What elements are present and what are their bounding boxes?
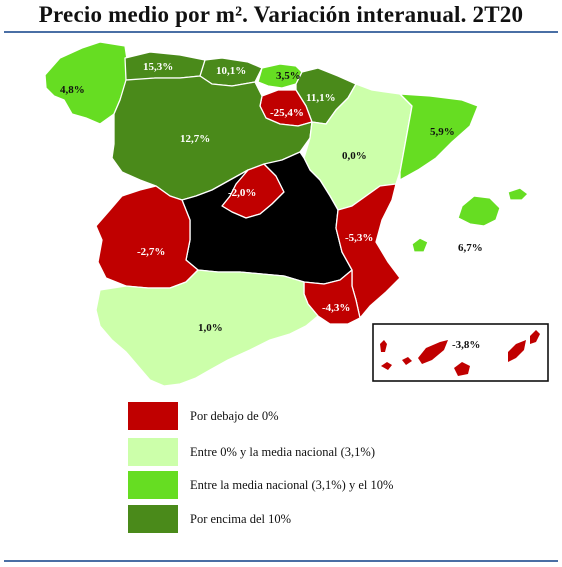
label-cataluna: 5,9% [430, 126, 455, 138]
canarias-tenerife [418, 340, 448, 364]
legend-swatch [128, 505, 178, 533]
label-extremadura: -2,7% [137, 246, 165, 258]
canarias-lanzarote [530, 330, 540, 344]
canarias-el-hierro [381, 362, 392, 370]
label-canarias: -3,8% [452, 339, 480, 351]
map-title: Precio medio por m². Variación interanua… [38, 2, 524, 27]
legend-label: Por debajo de 0% [190, 409, 279, 423]
legend-swatch [128, 438, 178, 466]
label-aragon: 0,0% [342, 150, 367, 162]
label-andalucia: 1,0% [198, 322, 223, 334]
canarias-la-gomera [402, 357, 412, 365]
legend-label: Entre 0% y la media nacional (3,1%) [190, 445, 375, 459]
label-madrid: -2,0% [228, 187, 256, 199]
label-la-rioja: -25,4% [270, 107, 304, 119]
region-andalucia[interactable] [95, 269, 319, 387]
label-cantabria: 10,1% [216, 65, 246, 77]
footer-rule [4, 560, 558, 562]
canarias-la-palma [380, 340, 387, 352]
label-navarra: 11,1% [306, 92, 336, 104]
spain-choropleth-map: 4,8% 15,3% 10,1% 3,5% 11,1% -25,4% 12,7%… [44, 41, 549, 387]
label-galicia: 4,8% [60, 84, 85, 96]
region-extremadura[interactable] [95, 185, 199, 289]
legend-item-between-zero-and-national: Entre 0% y la media nacional (3,1%) [128, 438, 508, 466]
label-pais-vasco: 3,5% [276, 70, 301, 82]
region-baleares-menorca[interactable] [507, 187, 529, 201]
legend-label: Por encima del 10% [190, 512, 292, 526]
region-baleares-mallorca[interactable] [457, 195, 501, 227]
title-rule [4, 31, 558, 33]
label-murcia: -4,3% [322, 302, 350, 314]
label-baleares: 6,7% [458, 242, 483, 254]
label-asturias: 15,3% [143, 61, 173, 73]
region-baleares-ibiza[interactable] [411, 237, 429, 253]
legend-label: Entre la media nacional (3,1%) y el 10% [190, 478, 394, 492]
canarias-fuerteventura [508, 340, 526, 362]
legend-swatch [128, 471, 178, 499]
canarias-gran-canaria [454, 362, 470, 376]
legend-item-above-ten: Por encima del 10% [128, 505, 508, 533]
label-valencia: -5,3% [345, 232, 373, 244]
region-cataluna[interactable] [399, 93, 479, 181]
legend-item-below-zero: Por debajo de 0% [128, 402, 508, 430]
legend-swatch [128, 402, 178, 430]
label-castilla-y-leon: 12,7% [180, 133, 210, 145]
canarias-islands[interactable] [380, 330, 540, 376]
legend-item-between-national-and-ten: Entre la media nacional (3,1%) y el 10% [128, 471, 508, 499]
